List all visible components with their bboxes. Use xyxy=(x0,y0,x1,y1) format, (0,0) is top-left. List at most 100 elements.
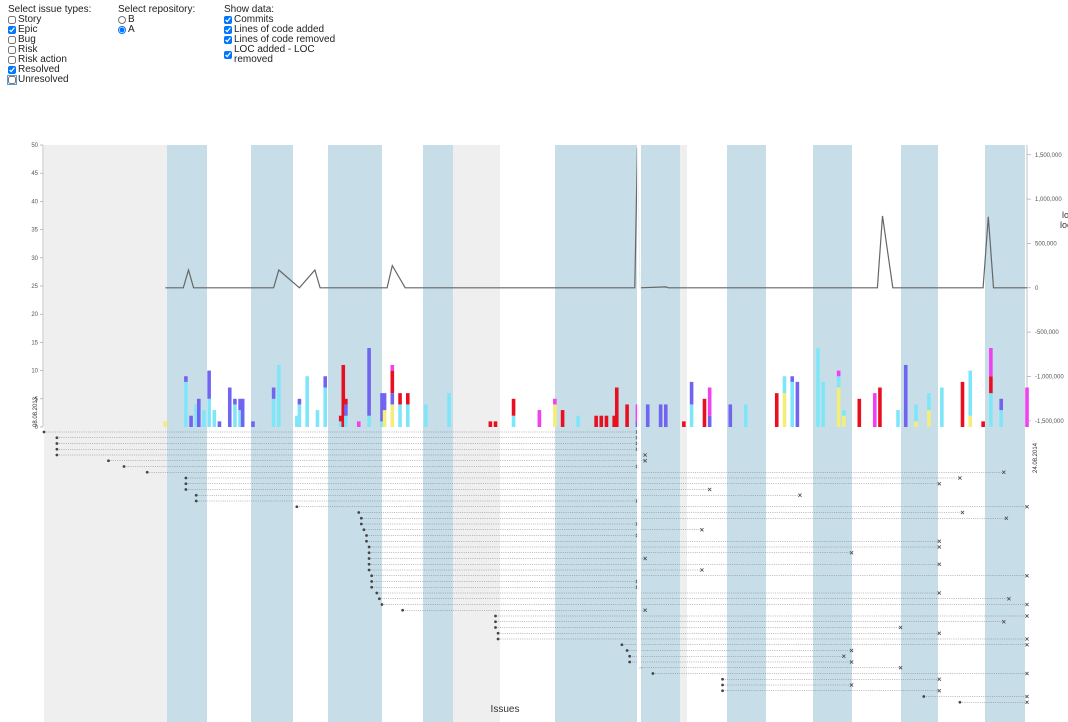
issue-end xyxy=(1025,573,1029,578)
month-band xyxy=(901,145,938,722)
bar-segment xyxy=(782,376,787,394)
bar-segment xyxy=(927,410,931,427)
option-label: Unresolved xyxy=(18,74,69,85)
issue-start xyxy=(375,591,379,595)
option-label: Lines of code removed xyxy=(234,34,336,45)
issue-start xyxy=(194,499,198,503)
option: Lines of code added xyxy=(224,25,336,35)
issue-start xyxy=(401,608,405,612)
bar-segment xyxy=(689,404,694,427)
issue-end xyxy=(643,453,648,457)
issue-end xyxy=(643,458,648,463)
checkbox[interactable] xyxy=(224,16,232,24)
bar-segment xyxy=(707,415,712,427)
bar-segment xyxy=(872,393,877,427)
checkbox[interactable] xyxy=(8,36,16,44)
checkbox[interactable] xyxy=(224,36,232,44)
checkbox[interactable] xyxy=(8,26,16,34)
issue-end xyxy=(1025,504,1029,509)
issue-start xyxy=(721,677,724,681)
bar-segment xyxy=(981,421,985,427)
issue-start xyxy=(958,700,962,704)
issue-end xyxy=(1025,637,1029,641)
option: Risk action xyxy=(8,55,91,65)
radio[interactable] xyxy=(118,26,126,34)
bar-segment xyxy=(380,421,384,427)
divider xyxy=(637,145,641,722)
issue-start xyxy=(357,511,361,514)
issue-start xyxy=(367,562,371,566)
bar-segment xyxy=(682,421,686,427)
bar-segment xyxy=(338,421,343,427)
bar-segment xyxy=(238,398,242,411)
checkbox[interactable] xyxy=(8,56,16,64)
issue-start xyxy=(107,459,110,463)
issue-start xyxy=(359,522,363,526)
bar-segment xyxy=(297,398,302,405)
y-tick-label: 30 xyxy=(31,256,38,262)
issue-start xyxy=(494,614,497,618)
issue-end xyxy=(1025,671,1029,676)
month-band xyxy=(727,145,766,722)
y-tick-label: 15 xyxy=(31,340,38,346)
issue-start xyxy=(651,672,655,675)
bar-segment xyxy=(836,376,841,388)
radio[interactable] xyxy=(118,16,126,24)
bar-segment xyxy=(594,415,598,427)
bar-segment xyxy=(390,370,395,394)
option-label: Bug xyxy=(18,34,36,45)
bar-segment xyxy=(323,387,328,427)
y2-axis-label: lo xyxy=(1062,210,1068,220)
checkbox[interactable] xyxy=(224,26,232,34)
bar-segment xyxy=(297,404,302,427)
bar-segment xyxy=(821,381,825,427)
checkbox[interactable] xyxy=(224,51,232,59)
option-label: LOC added - LOC removed xyxy=(234,44,315,65)
issue-start xyxy=(628,660,632,664)
issue-start xyxy=(378,597,381,601)
bar-segment xyxy=(380,393,384,422)
bar-segment xyxy=(553,398,557,405)
issue-start xyxy=(367,551,371,555)
month-band xyxy=(985,145,1025,722)
checkbox[interactable] xyxy=(8,16,16,24)
bar-segment xyxy=(233,404,237,427)
bar-segment xyxy=(604,415,609,427)
issue-start xyxy=(367,568,371,572)
issue-start xyxy=(370,580,374,583)
issue-start xyxy=(922,695,926,698)
bar-segment xyxy=(511,398,516,416)
bar-segment xyxy=(614,387,619,427)
y-tick-label: 20 xyxy=(31,312,38,318)
bar-segment xyxy=(790,381,795,427)
y-tick-label: 50 xyxy=(31,143,38,149)
show-data: Show data: Commits Lines of code added Line… xyxy=(224,5,336,65)
checkbox[interactable] xyxy=(7,75,17,85)
bar-segment xyxy=(537,410,542,427)
bar-segment xyxy=(207,370,211,399)
issue-end xyxy=(937,481,942,486)
bar-segment xyxy=(989,348,993,377)
issue-start xyxy=(721,689,724,693)
y2-tick-label: 0 xyxy=(1035,286,1039,292)
bar-segment xyxy=(344,415,348,427)
issue-end xyxy=(937,539,942,544)
bar-segment xyxy=(599,415,604,427)
issue-end xyxy=(958,476,962,480)
issue-start xyxy=(194,493,198,497)
month-band xyxy=(251,145,293,722)
option: Bug xyxy=(8,35,91,45)
bar-segment xyxy=(405,404,410,427)
checkbox[interactable] xyxy=(8,46,16,54)
bar-segment xyxy=(295,415,299,427)
option: Unresolved xyxy=(7,74,91,85)
issue-end xyxy=(1025,614,1029,618)
option: Lines of code removed xyxy=(224,35,336,45)
bar-segment xyxy=(816,348,820,427)
bar-segment xyxy=(189,415,193,427)
checkbox[interactable] xyxy=(8,66,16,74)
issue-start xyxy=(42,430,46,434)
bar-segment xyxy=(398,404,402,427)
y-tick-label: 35 xyxy=(31,228,38,234)
bar-segment xyxy=(493,421,498,427)
